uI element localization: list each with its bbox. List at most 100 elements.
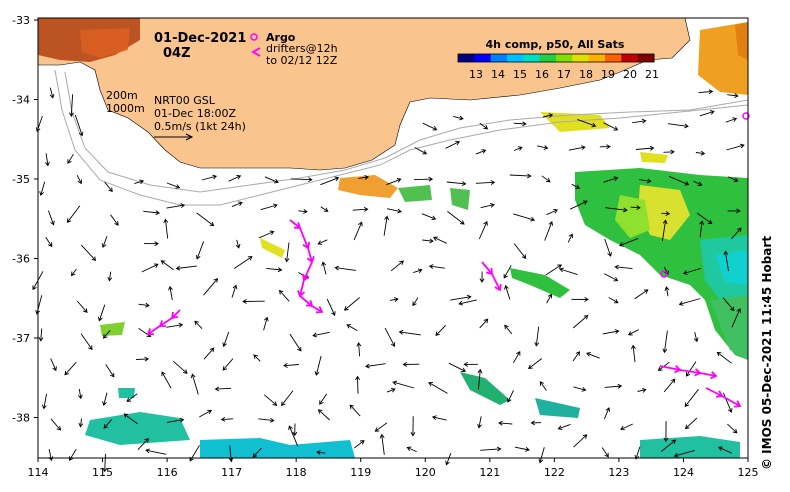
current-arrow: [50, 358, 57, 372]
current-arrow: [199, 409, 212, 418]
current-arrow: [432, 236, 447, 244]
current-arrow: [64, 361, 77, 376]
current-arrow: [66, 205, 81, 223]
current-arrow: [38, 328, 44, 342]
current-arrow: [163, 218, 169, 239]
colorbar-tick-label: 19: [601, 68, 615, 81]
current-arrow: [731, 307, 741, 328]
current-arrow: [503, 265, 512, 279]
current-arrow: [334, 265, 356, 271]
current-arrow: [480, 446, 502, 452]
current-arrow: [321, 261, 327, 275]
current-arrow: [288, 425, 299, 447]
current-arrow: [41, 393, 48, 410]
current-arrow: [693, 331, 699, 343]
current-arrow: [110, 214, 119, 226]
current-arrow: [222, 358, 234, 371]
current-arrow: [190, 373, 199, 395]
map-date: 01-Dec-2021: [154, 31, 246, 46]
current-arrow: [352, 206, 369, 212]
current-arrow: [76, 300, 88, 313]
current-arrow: [107, 271, 113, 282]
current-arrow: [422, 122, 438, 131]
credit-text: © IMOS 05-Dec-2021 11:45 Hobart: [760, 235, 774, 470]
current-arrow: [620, 423, 633, 431]
current-arrow: [392, 380, 415, 389]
colorbar-swatch: [588, 54, 606, 62]
current-arrow: [601, 447, 609, 458]
current-arrow: [77, 388, 83, 400]
current-arrow: [105, 364, 115, 378]
current-arrow: [663, 378, 676, 393]
current-arrow: [479, 122, 489, 130]
current-arrow: [542, 113, 554, 118]
current-arrow: [559, 267, 578, 276]
current-arrow: [386, 208, 402, 214]
current-arrow: [698, 89, 714, 95]
current-arrow: [143, 241, 159, 247]
current-arrow: [663, 149, 675, 155]
current-arrow: [166, 203, 186, 209]
current-arrow: [661, 219, 668, 242]
current-arrow: [389, 297, 399, 302]
current-arrow: [374, 422, 388, 432]
current-arrow: [349, 404, 361, 417]
current-arrow: [664, 286, 670, 297]
current-arrow: [49, 87, 55, 99]
current-arrow: [50, 418, 62, 431]
current-arrow: [627, 329, 639, 336]
current-arrow: [123, 413, 138, 425]
colorbar-swatch: [523, 54, 541, 62]
current-arrow: [498, 420, 513, 426]
current-arrow: [278, 289, 290, 302]
current-arrow: [727, 423, 738, 434]
current-arrow: [447, 211, 465, 225]
current-arrow: [317, 239, 328, 245]
land-heat-patch-2: [80, 28, 130, 58]
current-arrow: [412, 297, 419, 307]
drifter-segment: [721, 395, 742, 408]
current-arrow: [513, 243, 527, 260]
current-arrow: [568, 145, 586, 151]
drifter-segment: [491, 273, 502, 292]
current-arrow: [722, 392, 733, 413]
current-arrow: [479, 271, 485, 283]
colorbar-swatch: [539, 54, 557, 62]
current-arrow: [214, 386, 232, 392]
current-arrow: [428, 382, 448, 394]
x-tick-label: 117: [221, 466, 242, 479]
current-arrow: [281, 390, 294, 407]
current-arrow: [195, 241, 205, 260]
y-tick-label: -37: [12, 332, 30, 345]
current-arrow: [161, 371, 172, 389]
current-arrow: [258, 230, 275, 239]
current-arrow: [544, 220, 554, 241]
current-arrow: [475, 149, 487, 155]
current-arrow: [252, 447, 262, 458]
y-tick-label: -38: [12, 412, 30, 425]
current-arrow: [726, 143, 745, 151]
current-arrow: [477, 368, 483, 390]
current-arrow: [599, 144, 611, 150]
current-arrow: [78, 418, 84, 428]
current-arrow: [634, 446, 641, 460]
current-arrow: [284, 242, 290, 263]
current-arrow: [509, 173, 532, 179]
current-arrow: [669, 175, 690, 186]
valid-time-label: 01-Dec 18:00Z: [154, 107, 236, 120]
current-arrow: [537, 145, 549, 150]
current-arrow: [693, 180, 703, 186]
current-arrow: [201, 174, 218, 181]
current-arrow: [572, 351, 581, 362]
drifter-segment: [146, 325, 161, 335]
current-vectors: [32, 87, 745, 473]
current-arrow: [143, 210, 161, 216]
current-arrow: [507, 390, 514, 403]
current-arrow: [45, 237, 53, 248]
current-arrow: [630, 344, 636, 363]
current-arrow: [663, 421, 669, 443]
current-arrow: [292, 423, 298, 437]
current-arrow: [222, 331, 230, 348]
current-arrow: [263, 316, 269, 331]
current-arrow: [717, 446, 732, 454]
